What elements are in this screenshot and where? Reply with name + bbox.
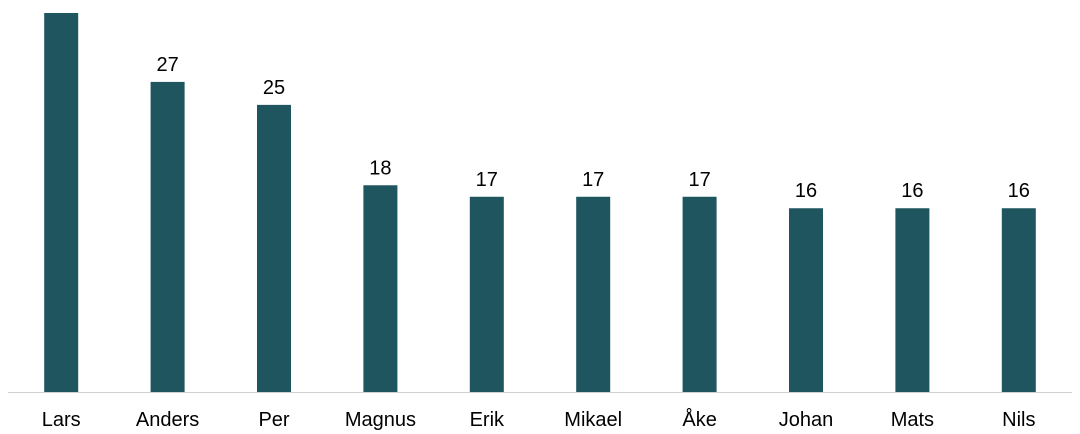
category-label-6: Åke [682, 408, 716, 431]
data-labels-group: 27 25 18 17 17 17 16 16 16 [156, 54, 1029, 202]
bar-1 [150, 81, 185, 392]
bar-3 [363, 185, 398, 392]
category-label-3: Magnus [345, 409, 416, 431]
bar-2 [257, 104, 291, 392]
bar-7 [789, 208, 823, 392]
data-label-8: 16 [901, 180, 923, 202]
data-label-4: 17 [476, 169, 498, 191]
category-label-4: Erik [470, 409, 505, 431]
bar-0 [44, 13, 79, 392]
category-label-8: Mats [891, 409, 934, 431]
bar-9 [1001, 208, 1036, 392]
category-label-5: Mikael [564, 409, 622, 431]
data-label-3: 18 [369, 157, 391, 179]
data-label-2: 25 [263, 77, 285, 99]
data-label-1: 27 [156, 54, 178, 76]
category-label-2: Per [258, 409, 289, 431]
category-label-9: Nils [1002, 409, 1035, 431]
category-labels-group: Lars Anders Per Magnus Erik Mikael Åke Johan Mat… [42, 408, 1036, 431]
bars-group [44, 13, 1036, 392]
bar-5 [576, 196, 611, 392]
data-label-5: 17 [582, 169, 604, 191]
data-label-7: 16 [795, 180, 817, 202]
category-label-0: Lars [42, 409, 81, 431]
data-label-6: 17 [688, 169, 710, 191]
data-label-9: 16 [1008, 180, 1030, 202]
bar-6 [682, 196, 717, 392]
bar-4 [469, 196, 504, 392]
category-label-7: Johan [779, 409, 834, 431]
category-label-1: Anders [136, 409, 199, 431]
bar-8 [895, 208, 930, 392]
